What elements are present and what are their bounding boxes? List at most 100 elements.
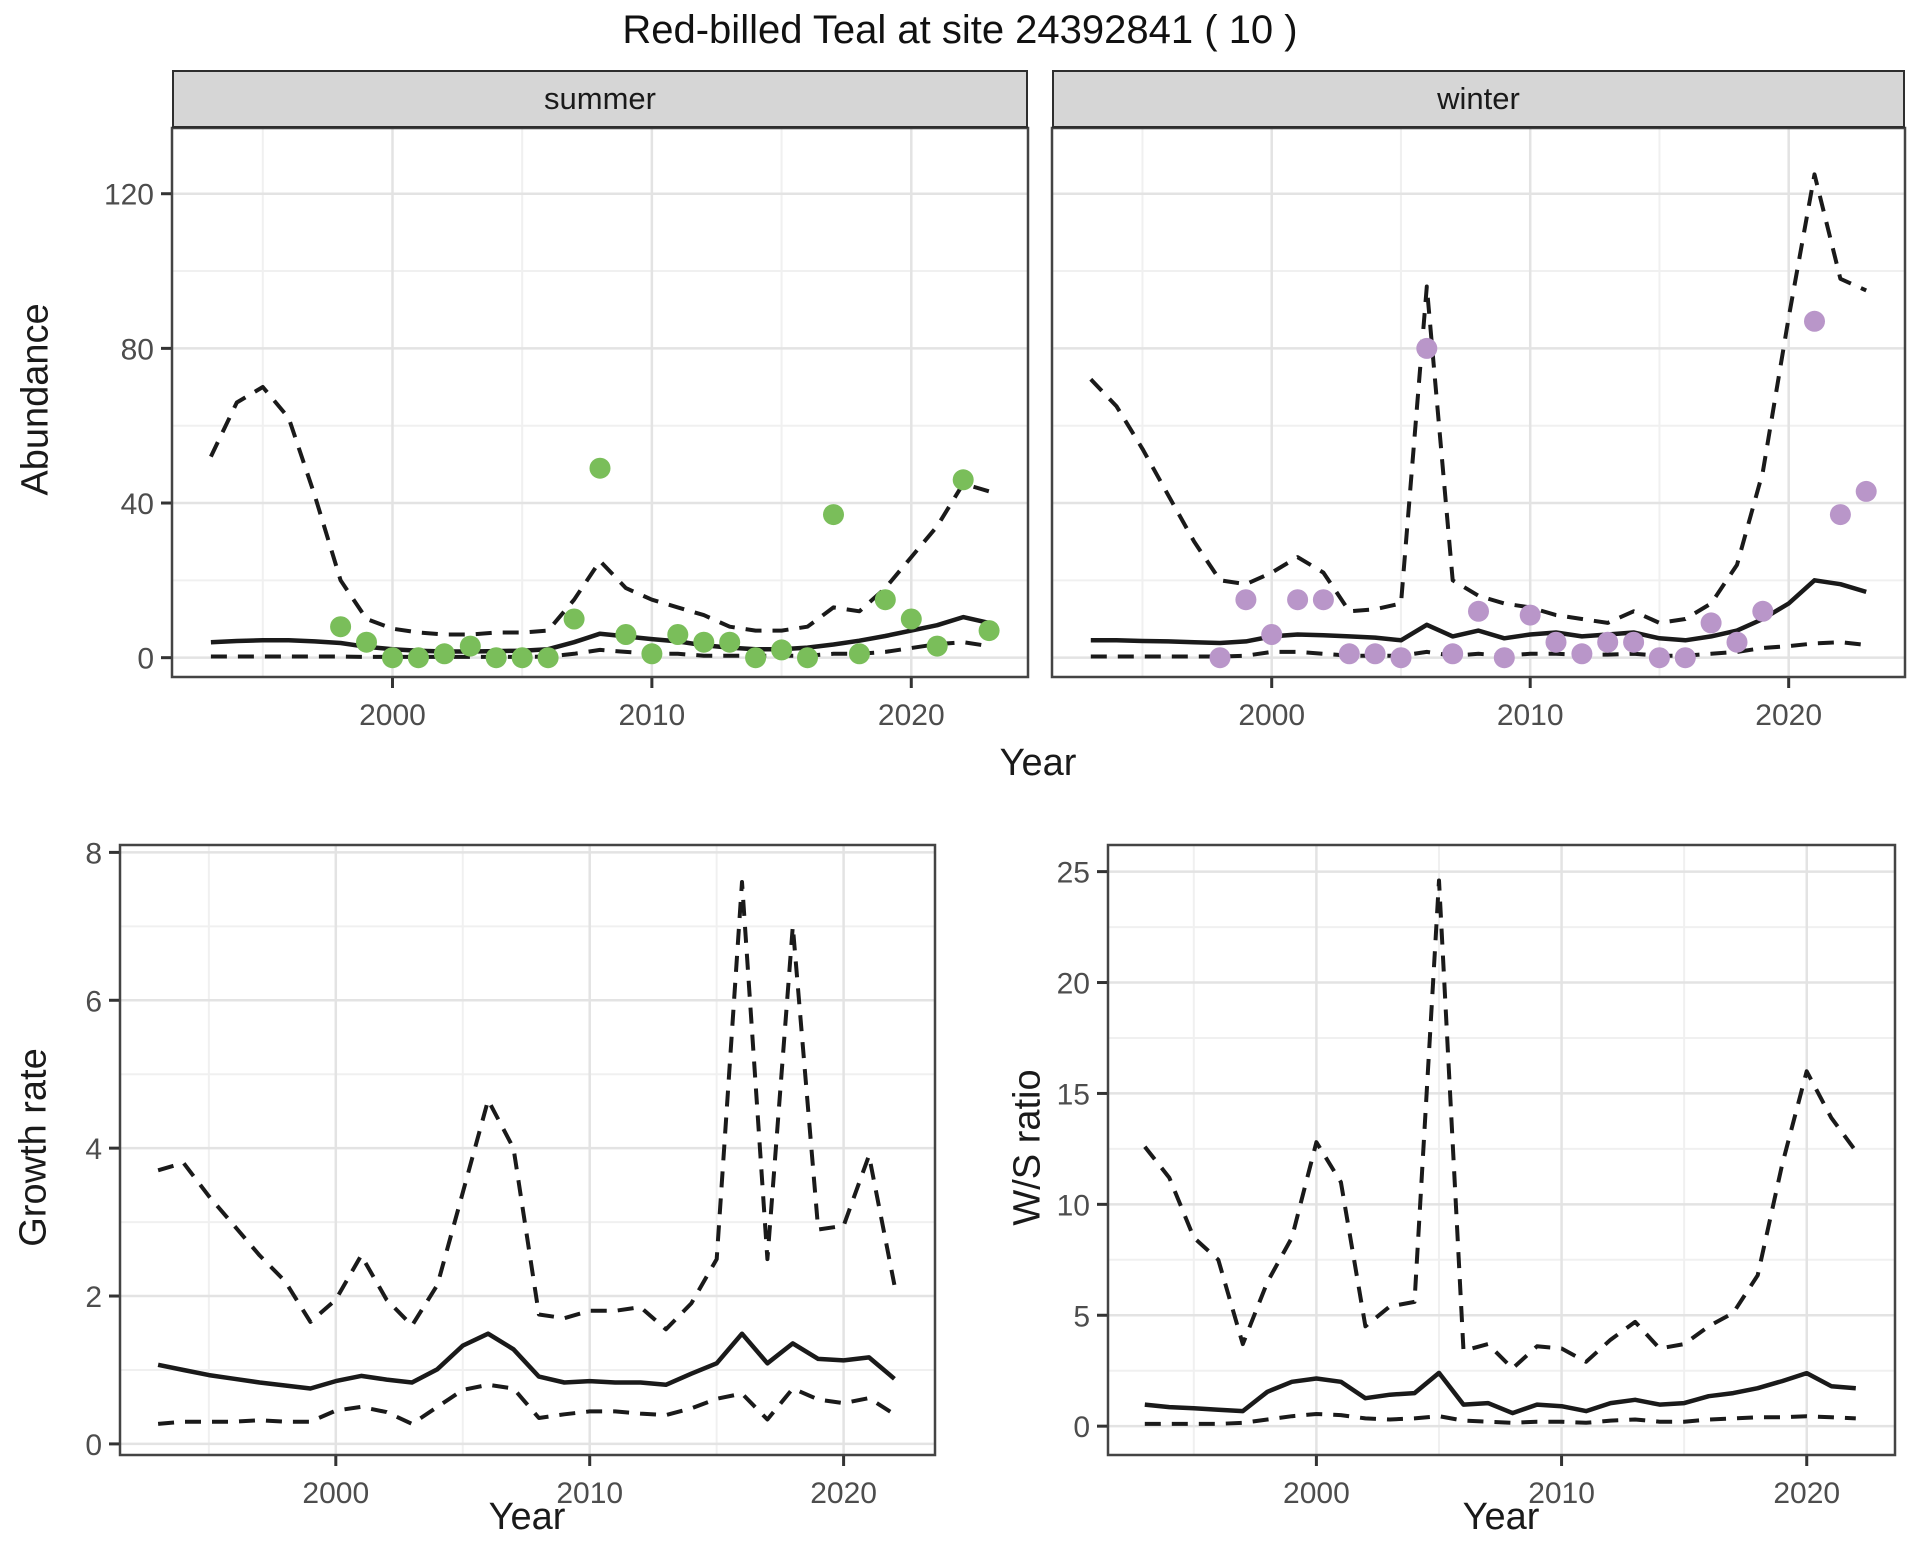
abundance-summer-observed-point <box>433 643 455 665</box>
upper-ci-line <box>209 385 990 637</box>
abundance-winter-observed-point <box>1545 631 1567 653</box>
x-axis-title-year-bottom-right: Year <box>1462 1496 1540 1538</box>
y-axis-title-growth-rate: Growth rate <box>12 1048 55 1247</box>
abundance-winter-observed-point <box>1287 589 1309 611</box>
abundance-winter-observed-point <box>1493 647 1515 669</box>
lower-ci-line <box>1090 640 1867 659</box>
x-tick-label: 2000 <box>1283 1477 1350 1510</box>
y-tick-label: 2 <box>85 1281 102 1314</box>
x-axis-title-year-top: Year <box>999 742 1077 784</box>
abundance-summer-observed-point <box>745 647 767 669</box>
abundance-summer-observed-point <box>356 631 377 653</box>
abundance-summer-observed-point <box>589 457 611 479</box>
panel-growth-rate: 2000 2010 2020 0 2 4 6 8 <box>85 837 937 1510</box>
y-tick-label: 4 <box>85 1133 102 1166</box>
abundance-winter-observed-point <box>1261 624 1283 645</box>
y-tick-label: 10 <box>1057 1189 1090 1222</box>
x-tick-label: 2010 <box>556 1477 623 1510</box>
upper-ci-line <box>157 880 897 1332</box>
upper-ci-line <box>1143 878 1858 1371</box>
abundance-winter-observed-point <box>1519 604 1541 626</box>
abundance-winter-observed-point <box>1571 643 1593 665</box>
abundance-summer-observed-point <box>823 504 844 526</box>
facet-strip-winter-label: winter <box>1437 81 1520 116</box>
upper-ci-line <box>1089 172 1868 625</box>
panel-border <box>1050 126 1907 679</box>
x-tick-label: 2000 <box>359 699 426 732</box>
x-tick-label: 2020 <box>878 699 945 732</box>
y-tick-label: 25 <box>1057 857 1090 890</box>
abundance-winter-observed-point <box>1468 600 1489 622</box>
abundance-summer-observed-point <box>978 620 1000 642</box>
abundance-summer-observed-point <box>900 608 922 630</box>
lower-ci-line <box>1144 1412 1856 1426</box>
y-tick-label: 80 <box>121 333 154 366</box>
abundance-winter-observed-point <box>1209 647 1231 669</box>
figure-title: Red-billed Teal at site 24392841 ( 10 ) <box>622 8 1298 52</box>
abundance-summer-observed-point <box>511 647 533 669</box>
abundance-summer-observed-point <box>693 631 715 653</box>
abundance-summer-observed-point <box>641 643 663 665</box>
abundance-summer-observed-point <box>615 624 637 645</box>
abundance-winter-observed-point <box>1623 631 1645 653</box>
x-tick-label: 2010 <box>619 699 686 732</box>
abundance-summer-observed-point <box>485 647 507 669</box>
x-tick-label: 2020 <box>1773 1477 1840 1510</box>
abundance-winter-observed-point <box>1829 504 1851 526</box>
panel-border <box>170 126 1030 679</box>
abundance-summer-observed-point <box>848 643 870 665</box>
y-tick-label: 0 <box>85 1429 102 1462</box>
y-tick-label: 15 <box>1057 1078 1090 1111</box>
y-tick-label: 8 <box>85 837 102 870</box>
x-tick-label: 2010 <box>1497 699 1564 732</box>
x-tick-label: 2020 <box>1755 699 1822 732</box>
abundance-summer-observed-point <box>407 647 429 669</box>
x-tick-label: 2010 <box>1528 1477 1595 1510</box>
facet-strip-summer-label: summer <box>544 81 656 116</box>
abundance-summer-observed-point <box>797 647 818 669</box>
y-tick-label: 0 <box>1073 1411 1090 1444</box>
abundance-summer-observed-point <box>771 639 793 661</box>
abundance-summer-observed-point <box>459 635 481 657</box>
abundance-summer-observed-point <box>874 589 896 611</box>
abundance-summer-observed-point <box>719 631 741 653</box>
panel-background <box>1052 128 1905 677</box>
abundance-summer-observed-point <box>330 616 352 638</box>
panel-abundance-summer: 2000 2010 2020 0 40 80 120 <box>104 126 1030 732</box>
fit-line <box>1090 578 1867 646</box>
panel-background <box>1108 845 1895 1455</box>
abundance-winter-observed-point <box>1674 647 1696 669</box>
panel-border <box>118 843 937 1457</box>
abundance-summer-observed-point <box>952 469 974 491</box>
abundance-winter-observed-point <box>1416 337 1438 359</box>
y-tick-label: 5 <box>1073 1300 1090 1333</box>
abundance-winter-observed-point <box>1390 647 1412 669</box>
panel-border <box>1106 843 1897 1457</box>
abundance-winter-observed-point <box>1235 589 1257 611</box>
abundance-winter-observed-point <box>1442 643 1464 665</box>
abundance-summer-observed-point <box>537 647 559 669</box>
y-tick-label: 0 <box>137 643 154 676</box>
abundance-winter-observed-point <box>1597 631 1619 653</box>
panel-ws-ratio: 2000 2010 2020 0 5 10 15 20 25 <box>1057 843 1897 1510</box>
x-axis-title-year-bottom-left: Year <box>488 1496 566 1538</box>
lower-ci-line <box>157 1382 896 1426</box>
abundance-winter-observed-point <box>1648 647 1670 669</box>
abundance-winter-observed-point <box>1752 600 1774 622</box>
panel-background <box>120 845 935 1455</box>
y-axis-title-ws-ratio: W/S ratio <box>1006 1069 1049 1226</box>
y-axis-title-abundance: Abundance <box>14 303 57 496</box>
x-tick-label: 2000 <box>302 1477 369 1510</box>
abundance-summer-observed-point <box>926 635 948 657</box>
abundance-winter-observed-point <box>1726 631 1748 653</box>
abundance-summer-observed-point <box>382 647 403 669</box>
abundance-winter-observed-point <box>1855 480 1877 502</box>
facet-strip-summer: summer <box>172 70 1028 128</box>
x-tick-label: 2000 <box>1238 699 1305 732</box>
abundance-winter-observed-point <box>1312 589 1334 611</box>
facet-strip-winter: winter <box>1052 70 1905 128</box>
x-tick-label: 2020 <box>810 1477 877 1510</box>
abundance-summer-observed-point <box>667 624 689 645</box>
